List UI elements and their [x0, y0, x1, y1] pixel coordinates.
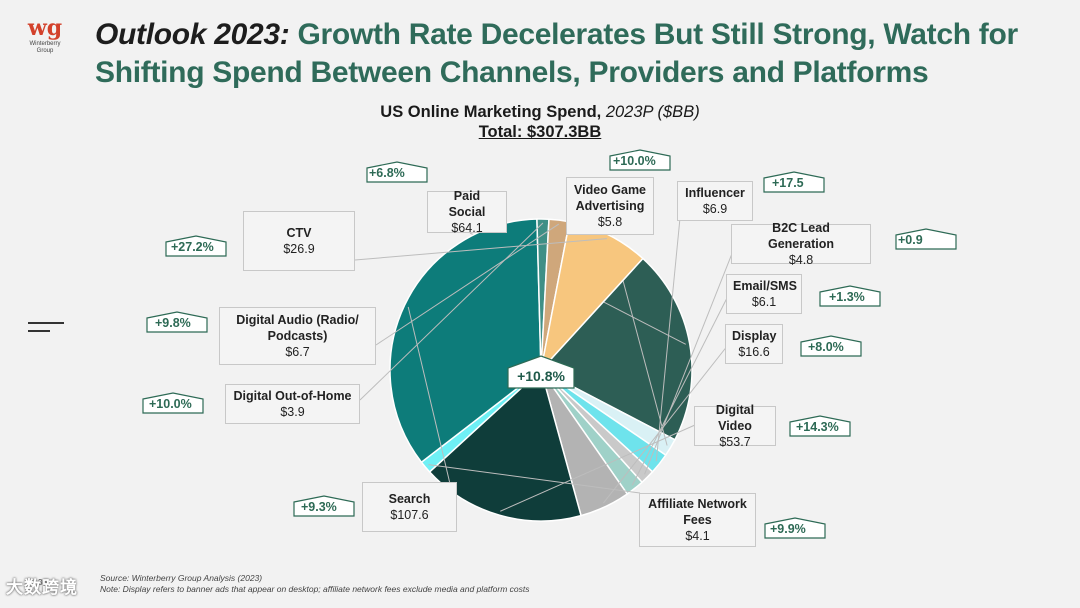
- label-video-game-advertising: Video Game Advertising $5.8: [566, 177, 654, 235]
- source-text: Source: Winterberry Group Analysis (2023…: [100, 573, 263, 583]
- pie-slice-paid-social: [539, 257, 693, 441]
- growth-influencer: +17.5: [772, 176, 804, 190]
- center-tag-shape: [507, 355, 575, 389]
- growth-tag-shape: [800, 335, 862, 357]
- label-digital-out-of-home: Digital Out-of-Home $3.9: [225, 384, 360, 424]
- label-paid-social: Paid Social $64.1: [427, 189, 507, 235]
- label-digital-audio: Digital Audio (Radio/ Podcasts) $6.7: [219, 307, 376, 365]
- growth-digital-audio: +9.8%: [155, 316, 191, 330]
- leader-line: [428, 464, 641, 494]
- page-number: 38: [38, 578, 47, 587]
- company-logo: wg Winterberry Group: [22, 15, 68, 55]
- growth-digital-video: +14.3%: [796, 420, 839, 434]
- label-affiliate-network-fees: Affiliate Network Fees $4.1: [639, 493, 756, 547]
- leader-line: [375, 223, 560, 346]
- chart-subtitle: 2023P ($BB): [605, 103, 700, 121]
- growth-display: +8.0%: [808, 340, 844, 354]
- label-display: Display $16.6: [725, 324, 783, 364]
- label-ctv: CTV $26.9: [243, 211, 355, 271]
- growth-paid-social: +6.8%: [369, 166, 405, 180]
- leader-line: [354, 238, 607, 261]
- logo-text: Winterberry Group: [29, 41, 61, 54]
- leader-line: [644, 245, 736, 475]
- chart-total: Total: $307.3BB: [478, 123, 602, 141]
- chart-title-main: US Online Marketing Spend,: [380, 103, 602, 121]
- center-growth-label: +10.8%: [517, 368, 565, 384]
- growth-tag-shape: [293, 495, 355, 517]
- growth-tag-shape: [763, 171, 825, 193]
- growth-video-game-advertising: +10.0%: [613, 154, 656, 168]
- growth-tag-shape: [895, 228, 957, 250]
- title-lead: Outlook 2023:: [95, 18, 290, 51]
- leader-line: [602, 344, 729, 504]
- leader-line: [631, 295, 729, 486]
- label-digital-video: Digital Video $53.7: [694, 403, 776, 449]
- growth-affiliate-network-fees: +9.9%: [770, 522, 806, 536]
- growth-search: +9.3%: [301, 500, 337, 514]
- growth-tag-shape: [609, 149, 671, 171]
- leader-line: [655, 217, 681, 462]
- growth-tag-shape: [789, 415, 851, 437]
- page-title: Outlook 2023: Growth Rate Decelerates Bu…: [95, 16, 1055, 92]
- growth-b2c-lead-generation: +0.9: [898, 233, 923, 247]
- leader-line: [359, 222, 544, 401]
- growth-tag-shape: [764, 517, 826, 539]
- watermark: 大数跨境: [6, 578, 78, 597]
- growth-tag-shape: [146, 311, 208, 333]
- chart-title: US Online Marketing Spend, 2023P ($BB): [340, 103, 740, 122]
- note-text: Note: Display refers to banner ads that …: [100, 584, 530, 594]
- leader-line: [407, 306, 456, 506]
- growth-ctv: +27.2%: [171, 240, 214, 254]
- label-search: Search $107.6: [362, 482, 457, 532]
- label-b2c-lead-generation: B2C Lead Generation $4.8: [731, 221, 871, 267]
- source-note: Source: Winterberry Group Analysis (2023…: [100, 573, 530, 595]
- label-email-sms: Email/SMS $6.1: [726, 274, 802, 314]
- menu-icon[interactable]: [28, 322, 64, 334]
- logo-mark: wg: [27, 15, 63, 41]
- growth-email-sms: +1.3%: [829, 290, 865, 304]
- growth-tag-shape: [819, 285, 881, 307]
- title-rest: Growth Rate Decelerates But Still Strong…: [95, 18, 1018, 89]
- growth-digital-out-of-home: +10.0%: [149, 397, 192, 411]
- growth-tag-shape: [165, 235, 227, 257]
- growth-tag-shape: [142, 392, 204, 414]
- growth-tag-shape: [366, 161, 428, 183]
- label-influencer: Influencer $6.9: [677, 181, 753, 221]
- leader-line: [500, 424, 696, 512]
